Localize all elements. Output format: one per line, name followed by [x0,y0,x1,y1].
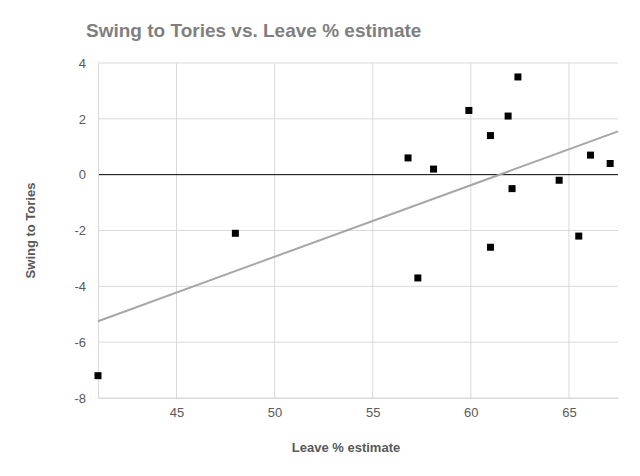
scatter-point [487,132,494,139]
y-tick: -4 [74,279,98,294]
y-tick: -2 [74,223,98,238]
scatter-point [575,233,582,240]
grid [98,63,618,398]
x-tick-label: 65 [562,405,576,420]
scatter-point [414,274,421,281]
y-tick-label: -8 [74,391,86,406]
x-axis-title: Leave % estimate [292,440,400,455]
y-tick: -8 [74,391,98,406]
scatter-point [607,160,614,167]
grid-line-y [98,398,618,399]
x-tick-label: 55 [366,405,380,420]
y-tick: -6 [74,335,98,350]
x-tick: 60 [464,398,478,420]
grid-line-y [98,63,618,64]
x-tick: 45 [170,398,184,420]
grid-line-y [98,174,618,175]
chart-title: Swing to Tories vs. Leave % estimate [86,20,421,41]
grid-line-y [98,286,618,287]
grid-line-y [98,230,618,231]
grid-line-y [98,118,618,119]
scatter-point [556,177,563,184]
x-tick-label: 50 [268,405,282,420]
y-axis-line [98,64,99,399]
scatter-point [505,113,512,120]
scatter-point [587,152,594,159]
x-tick: 50 [268,398,282,420]
grid-line-y [98,342,618,343]
chart-svg: 45 50 55 60 65 -8 -6 -4 -2 0 2 4Swing to Tories vs.… [0,0,640,476]
scatter-point [95,372,102,379]
x-tick-label: 60 [464,405,478,420]
y-tick: 4 [79,56,98,71]
y-tick: 2 [79,111,98,126]
y-tick-label: 4 [79,56,86,71]
scatter-point [514,73,521,80]
y-tick-label: -2 [74,223,86,238]
x-axis-line [99,398,619,399]
x-tick-label: 45 [170,405,184,420]
trendline [98,131,618,321]
scatter-point [405,154,412,161]
chart-container: 45 50 55 60 65 -8 -6 -4 -2 0 2 4Swing to Tories vs.… [0,0,640,476]
x-axis: 45 50 55 60 65 [99,398,619,420]
scatter-point [430,166,437,173]
x-tick: 65 [562,398,576,420]
scatter-point [487,244,494,251]
y-tick-label: -4 [74,279,86,294]
scatter-point [232,230,239,237]
plot-marks [95,73,619,379]
y-tick-label: 0 [79,167,86,182]
x-tick: 55 [366,398,380,420]
y-axis: -8 -6 -4 -2 0 2 4 [74,56,98,406]
y-tick-label: -6 [74,335,86,350]
scatter-point [509,185,516,192]
y-tick: 0 [79,167,98,182]
scatter-point [465,107,472,114]
y-axis-title: Swing to Tories [23,183,38,279]
y-tick-label: 2 [79,111,86,126]
